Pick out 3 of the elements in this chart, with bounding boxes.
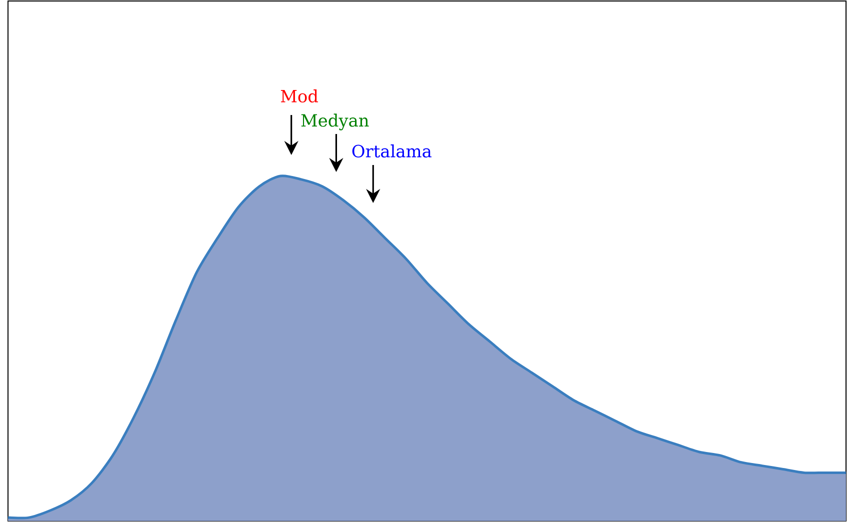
text: Mod — [280, 89, 318, 103]
text: Ortalama — [352, 144, 432, 158]
text: Medyan — [301, 114, 369, 130]
